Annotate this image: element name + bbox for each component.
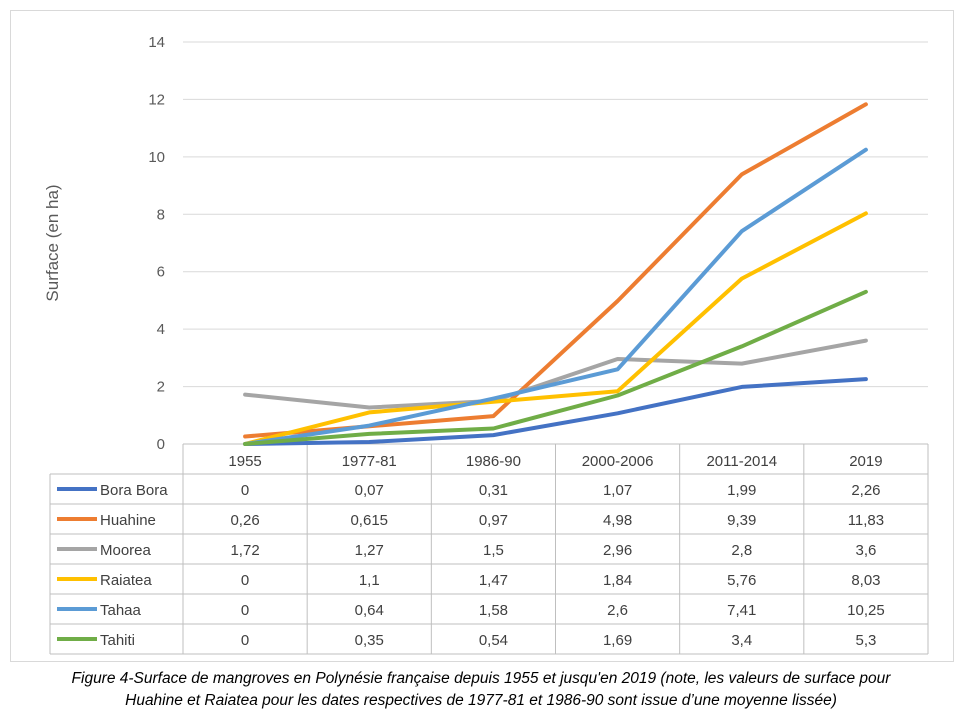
legend-label: Moorea	[100, 542, 152, 559]
table-cell-value: 3,6	[855, 542, 876, 559]
table-cell-value: 1,07	[603, 482, 632, 499]
table-cell-value: 0,615	[350, 512, 388, 529]
table-cell-value: 2,26	[851, 482, 880, 499]
table-cell-value: 5,76	[727, 572, 756, 589]
table-cell-value: 1,27	[355, 542, 384, 559]
x-category-label: 2000-2006	[582, 453, 654, 470]
table-cell-value: 0,07	[355, 482, 384, 499]
table-cell-value: 2,6	[607, 602, 628, 619]
table-cell-value: 2,96	[603, 542, 632, 559]
x-category-label: 1955	[228, 453, 261, 470]
table-cell-value: 10,25	[847, 602, 885, 619]
table-cell-value: 0	[241, 632, 249, 649]
table-cell-value: 1,84	[603, 572, 632, 589]
y-tick-label: 12	[148, 91, 165, 108]
table-cell-value: 8,03	[851, 572, 880, 589]
legend-label: Tahiti	[100, 632, 135, 649]
y-tick-label: 2	[157, 379, 165, 396]
series-line-tahiti	[243, 289, 868, 446]
table-cell-value: 0,26	[230, 512, 259, 529]
table-cell-value: 1,99	[727, 482, 756, 499]
caption-line-2: Huahine et Raiatea pour les dates respec…	[125, 692, 837, 709]
table-cell-value: 1,5	[483, 542, 504, 559]
table-cell-value: 0,97	[479, 512, 508, 529]
table-cell-value: 7,41	[727, 602, 756, 619]
table-cell-value: 4,98	[603, 512, 632, 529]
y-tick-label: 6	[157, 264, 165, 281]
table-cell-value: 11,83	[848, 512, 884, 529]
figure-caption: Figure 4-Surface de mangroves en Polynés…	[0, 668, 962, 712]
legend-label: Bora Bora	[100, 482, 168, 499]
table-cell-value: 0,31	[479, 482, 508, 499]
table-cell-value: 1,58	[479, 602, 508, 619]
table-cell-value: 2,8	[731, 542, 752, 559]
table-cell-value: 1,69	[603, 632, 632, 649]
table-cell-value: 5,3	[855, 632, 876, 649]
table-cell-value: 0,35	[355, 632, 384, 649]
y-tick-label: 0	[157, 436, 165, 453]
y-tick-label: 10	[148, 149, 165, 166]
x-category-label: 1977-81	[342, 453, 397, 470]
table-cell-value: 0,54	[479, 632, 508, 649]
table-cell-value: 0	[241, 602, 249, 619]
y-tick-label: 4	[157, 321, 165, 338]
series-line-tahaa	[243, 147, 868, 446]
chart-frame	[10, 10, 954, 662]
x-category-label: 1986-90	[466, 453, 521, 470]
table-cell-value: 0	[241, 482, 249, 499]
table-cell-value: 1,47	[479, 572, 508, 589]
legend-label: Tahaa	[100, 602, 142, 619]
series-line-bora-bora	[243, 377, 868, 446]
legend-label: Huahine	[100, 512, 156, 529]
x-category-label: 2019	[849, 453, 882, 470]
legend-label: Raiatea	[100, 572, 152, 589]
table-cell-value: 0	[241, 572, 249, 589]
series-line-moorea	[243, 338, 868, 410]
table-cell-value: 0,64	[355, 602, 384, 619]
table-cell-value: 3,4	[731, 632, 752, 649]
series-line-raiatea	[243, 211, 868, 446]
table-cell-value: 9,39	[727, 512, 756, 529]
table-cell-value: 1,1	[359, 572, 380, 589]
y-tick-label: 14	[148, 34, 165, 51]
caption-line-1: Figure 4-Surface de mangroves en Polynés…	[71, 670, 891, 687]
y-tick-label: 8	[157, 206, 165, 223]
line-chart-with-data-table: 0 2 4 6 8 10 12 14 Surface (en ha) 1955 1977-81 198…	[43, 34, 929, 655]
y-axis-label: Surface (en ha)	[43, 184, 62, 301]
table-cell-value: 1,72	[230, 542, 259, 559]
x-category-label: 2011-2014	[706, 453, 777, 470]
